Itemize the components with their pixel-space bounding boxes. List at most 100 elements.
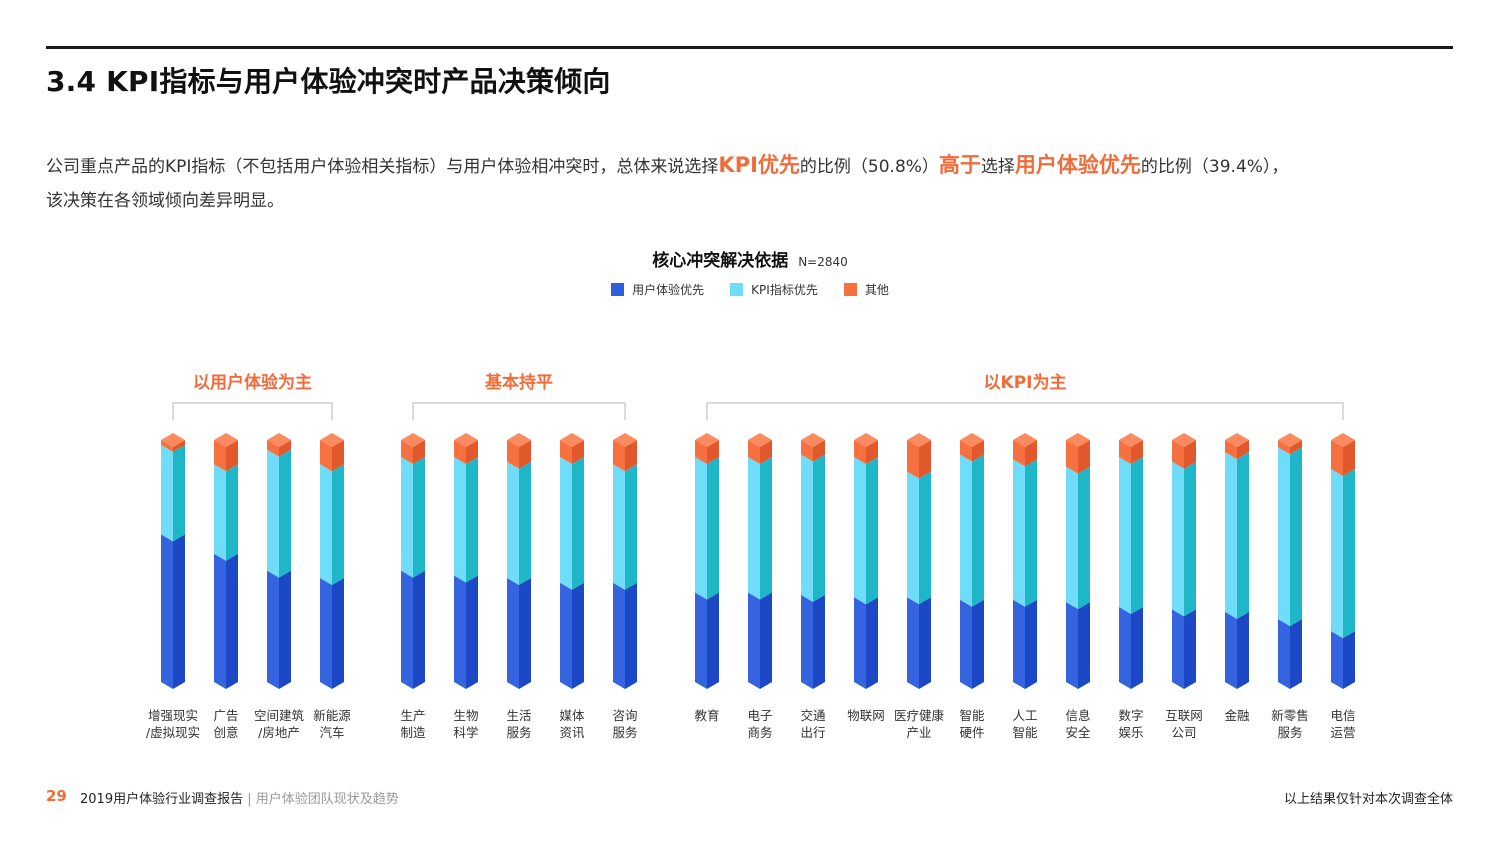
group-bracket-2 xyxy=(706,402,1344,420)
bar-segment-kpi-9 xyxy=(695,456,707,600)
bar-segment-kpi-4 xyxy=(401,456,413,578)
category-label: 空间建筑 xyxy=(254,708,305,723)
chart-title: 核心冲突解决依据 N=2840 xyxy=(0,246,1500,271)
bar-segment-side-0-15 xyxy=(1025,599,1037,689)
bar-segment-other-4 xyxy=(401,440,413,464)
category-label: 运营 xyxy=(1330,725,1355,740)
bar-segment-side-2-20 xyxy=(1290,440,1302,455)
category-label: 智能 xyxy=(1012,725,1038,740)
bar-segment-side-1-16 xyxy=(1078,466,1090,610)
category-label: 生活 xyxy=(506,708,531,723)
bar-segment-other-15 xyxy=(1013,440,1025,467)
group-bracket-0 xyxy=(172,402,333,420)
bar-segment-kpi-21 xyxy=(1331,469,1343,639)
bar-segment-kpi-20 xyxy=(1278,447,1290,627)
bar-segment-side-1-20 xyxy=(1290,447,1302,627)
category-label: 增强现实 xyxy=(148,708,198,723)
bar-segment-kpi-10 xyxy=(748,456,760,600)
highlight-higher: 高于 xyxy=(938,153,981,177)
bar-segment-other-17 xyxy=(1119,440,1131,464)
category-label: 生产 xyxy=(400,708,425,723)
bar-segment-other-3 xyxy=(320,440,332,472)
group-label: 基本持平 xyxy=(484,372,553,393)
bar-segment-other-2 xyxy=(267,440,279,457)
bar-segment-side-1-9 xyxy=(707,456,719,600)
category-label: 产业 xyxy=(906,725,931,740)
bar-top-cap-18 xyxy=(1172,433,1196,447)
legend-swatch-other xyxy=(843,283,857,296)
bar-top-cap-20 xyxy=(1278,433,1302,447)
bar-segment-ux-4 xyxy=(401,570,413,689)
bar-top-cap-8 xyxy=(613,433,637,447)
bar-21 xyxy=(1331,433,1355,689)
bar-top-cap-5 xyxy=(454,433,478,447)
bar-segment-ux-14 xyxy=(960,599,972,689)
bar-segment-side-1-18 xyxy=(1184,461,1196,617)
bar-segment-kpi-8 xyxy=(613,464,625,590)
bar-segment-other-12 xyxy=(854,440,866,464)
category-label: 互联网 xyxy=(1165,708,1203,723)
bar-segment-other-19 xyxy=(1225,440,1237,460)
bar-segment-other-13 xyxy=(907,440,919,479)
bar-segment-side-0-9 xyxy=(707,592,719,689)
bar-segment-side-1-13 xyxy=(919,471,931,605)
bar-segment-other-21 xyxy=(1331,440,1343,477)
bar-segment-side-2-9 xyxy=(707,440,719,464)
bar-1 xyxy=(214,433,238,689)
category-label: 信息 xyxy=(1065,708,1090,723)
bar-segment-side-2-15 xyxy=(1025,440,1037,467)
bar-segment-ux-20 xyxy=(1278,619,1290,689)
bar-20 xyxy=(1278,433,1302,689)
bar-segment-side-2-4 xyxy=(413,440,425,464)
legend-item-ux: 用户体验优先 xyxy=(611,281,704,298)
bar-segment-ux-5 xyxy=(454,575,466,689)
bar-segment-side-1-3 xyxy=(332,464,344,585)
top-rule xyxy=(46,46,1453,49)
bar-segment-other-14 xyxy=(960,440,972,462)
bar-segment-side-0-4 xyxy=(413,570,425,689)
bar-segment-side-1-1 xyxy=(226,464,238,561)
bar-segment-side-2-21 xyxy=(1343,440,1355,477)
bar-top-cap-13 xyxy=(907,433,931,447)
bar-16 xyxy=(1066,433,1090,689)
bar-top-cap-10 xyxy=(748,433,772,447)
category-label: 科学 xyxy=(453,725,478,740)
bar-segment-ux-12 xyxy=(854,597,866,689)
bar-segment-side-0-14 xyxy=(972,599,984,689)
bar-top-cap-16 xyxy=(1066,433,1090,447)
category-label: 服务 xyxy=(506,725,531,740)
category-label: 制造 xyxy=(400,725,426,740)
chart-title-text: 核心冲突解决依据 xyxy=(652,251,789,271)
bar-segment-kpi-2 xyxy=(267,449,279,578)
summary-part-1: 公司重点产品的KPI指标（不包括用户体验相关指标）与用户体验相冲突时，总体来说选… xyxy=(46,157,719,177)
bar-segment-side-2-18 xyxy=(1184,440,1196,469)
bar-8 xyxy=(613,433,637,689)
bar-segment-side-1-10 xyxy=(760,456,772,600)
bar-segment-kpi-19 xyxy=(1225,452,1237,619)
footer-separator: | xyxy=(243,792,256,807)
bar-top-cap-1 xyxy=(214,433,238,447)
category-label: 服务 xyxy=(1277,725,1302,740)
bar-6 xyxy=(507,433,531,689)
bar-top-cap-0 xyxy=(161,433,185,447)
category-label: 服务 xyxy=(612,725,637,740)
bar-segment-other-10 xyxy=(748,440,760,464)
bar-segment-side-0-1 xyxy=(226,553,238,689)
bar-segment-ux-15 xyxy=(1013,599,1025,689)
bar-segment-kpi-6 xyxy=(507,461,519,585)
bar-segment-side-1-21 xyxy=(1343,469,1355,639)
bar-7 xyxy=(560,433,584,689)
bar-segment-side-2-7 xyxy=(572,440,584,464)
category-label: 教育 xyxy=(694,708,719,723)
bar-segment-side-1-19 xyxy=(1237,452,1249,619)
bar-segment-ux-0 xyxy=(161,534,173,689)
bar-segment-other-7 xyxy=(560,440,572,464)
bar-segment-side-1-14 xyxy=(972,454,984,607)
bar-segment-side-2-1 xyxy=(226,440,238,472)
bar-2 xyxy=(267,433,291,689)
bar-segment-ux-19 xyxy=(1225,611,1237,689)
category-label: 电信 xyxy=(1330,708,1355,723)
bar-segment-kpi-7 xyxy=(560,456,572,590)
bar-segment-side-2-0 xyxy=(173,440,185,452)
